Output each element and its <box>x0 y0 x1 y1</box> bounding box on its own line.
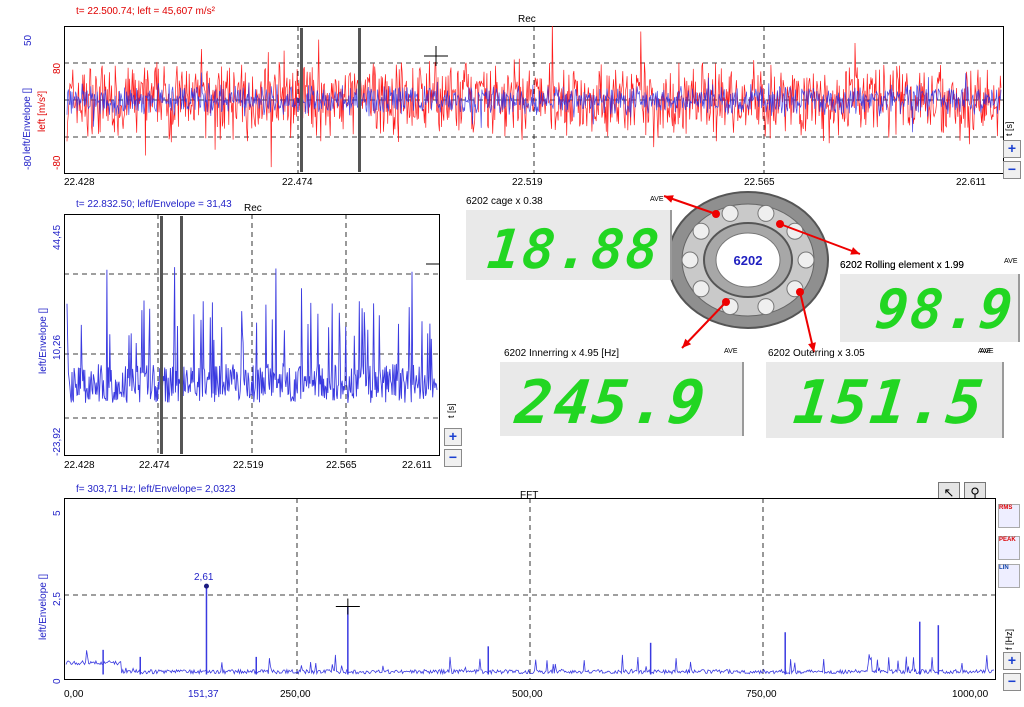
innerring-display: 245.9 <box>500 362 744 438</box>
fft-chart-panel: f= 303,71 Hz; left/Envelope= 2,0323 FFT … <box>0 480 1024 707</box>
bearing-arrow-line-2 <box>681 301 727 349</box>
mid-trigger-marker-0 <box>160 216 163 454</box>
mid-ylabel: left/Envelope [] <box>38 307 49 374</box>
top-axis-unit: t [s] <box>1004 121 1014 136</box>
fft-zoom-in-button[interactable]: + <box>1003 652 1021 670</box>
bearing-ball-5 <box>681 251 699 269</box>
mid-xtick-4: 22.611 <box>402 460 432 471</box>
bearing-label: 6202 <box>734 253 763 268</box>
fft-spectrum-series <box>65 650 995 676</box>
bearing-ball-7 <box>721 204 739 222</box>
fft-peak-label: 2,61 <box>194 572 214 583</box>
innerring-display-title: 6202 Innerring x 4.95 [Hz] <box>504 348 620 359</box>
mid-time-chart[interactable] <box>64 214 440 456</box>
outerring-display-ave: AVE <box>978 348 992 355</box>
top-time-chart[interactable] <box>64 26 1004 174</box>
rolling-element-display: 98.9 <box>840 274 1020 342</box>
rolling-element-display-value: 98.9 <box>872 278 1018 341</box>
top-trigger-marker-1 <box>358 28 361 172</box>
fft-ylabel: left/Envelope [] <box>38 573 49 640</box>
top-xtick-4: 22.611 <box>956 177 986 188</box>
peak-legend-icon[interactable]: PEAK <box>998 536 1020 560</box>
top-ylabel-blue: left/Envelope [] <box>22 87 33 154</box>
bearing-ball-4 <box>692 280 710 298</box>
mid-trigger-marker-1 <box>180 216 183 454</box>
mid-xtick-0: 22.428 <box>64 460 95 471</box>
fft-cursor-readout: f= 303,71 Hz; left/Envelope= 2,0323 <box>76 484 236 495</box>
cage-display: 18.88 <box>466 210 672 281</box>
mid-axis-unit: t [s] <box>446 403 456 418</box>
fft-axis-unit: f [Hz] <box>1004 628 1014 650</box>
mid-xtick-2: 22.519 <box>233 460 264 471</box>
mid-cursor-readout: t= 22.832.50; left/Envelope = 31,43 <box>76 199 232 210</box>
mid-zoom-out-button[interactable]: − <box>444 449 462 467</box>
fft-chart-title: FFT <box>520 490 539 501</box>
lin-legend-icon[interactable]: LIN <box>998 564 1020 588</box>
mid-ytick-max: 44,45 <box>52 224 63 250</box>
mid-zoom-in-button[interactable]: + <box>444 428 462 446</box>
fft-zoom-out-button[interactable]: − <box>1003 673 1021 691</box>
cage-display-ave: AVE <box>650 196 664 203</box>
cage-display-value: 18.88 <box>484 218 664 281</box>
outerring-display-title: 6202 Outerring x 3.05 <box>768 348 865 359</box>
top-ylabel-red: left [m/s²] <box>37 90 48 132</box>
top-ytick-red-max: 80 <box>52 62 63 74</box>
top-ytick-blue-max: 50 <box>23 34 34 46</box>
outerring-ave-2: AVE <box>980 348 994 355</box>
bearing-arrow-line-1 <box>779 223 861 255</box>
top-chart-title: Rec <box>518 14 536 25</box>
cage-display-title: 6202 cage x 0.38 <box>466 196 543 207</box>
mid-chart-title: Rec <box>244 203 262 214</box>
mid-xtick-3: 22.565 <box>326 460 357 471</box>
bearing-arrow-line-3 <box>799 291 815 353</box>
top-ytick-blue-min: -80 <box>23 155 34 170</box>
top-xtick-3: 22.565 <box>744 177 775 188</box>
mid-envelope-series <box>66 267 438 403</box>
fft-xtick-1: 250,00 <box>280 689 311 700</box>
fft-xtick-3: 750,00 <box>746 689 777 700</box>
bearing-arrow-line-0 <box>663 195 717 215</box>
top-ytick-red-min: -80 <box>52 155 63 170</box>
top-xtick-1: 22.474 <box>282 177 313 188</box>
top-zoom-out-button[interactable]: − <box>1003 161 1021 179</box>
outerring-display-value: 151.5 <box>790 368 989 438</box>
top-zoom-in-button[interactable]: + <box>1003 140 1021 158</box>
top-trigger-marker-0 <box>300 28 303 172</box>
rolling-element-display-ave: AVE <box>1004 258 1018 265</box>
mid-ytick-mid: 10,26 <box>52 334 63 360</box>
rms-legend-icon[interactable]: RMS <box>998 504 1020 528</box>
rolling-element-display-title-2: 6202 Rolling element x 1.99 <box>840 260 964 271</box>
bearing-ball-2 <box>757 298 775 316</box>
top-cursor-readout: t= 22.500.74; left = 45,607 m/s² <box>76 6 215 17</box>
fft-ytick-min: 0 <box>52 678 63 684</box>
fft-spectrum-chart[interactable] <box>64 498 996 680</box>
innerring-display-value: 245.9 <box>512 368 711 438</box>
mid-ytick-min: -23,92 <box>52 427 63 456</box>
top-xtick-0: 22.428 <box>64 177 95 188</box>
bearing-ball-6 <box>692 222 710 240</box>
top-series-1 <box>66 72 1002 133</box>
fft-xtick-2: 500,00 <box>512 689 543 700</box>
bearing-arrow-head-0 <box>664 195 674 203</box>
mid-chart-panel: t= 22.832.50; left/Envelope = 31,43 Rec … <box>0 194 462 480</box>
bearing-arrow-head-3 <box>808 342 816 352</box>
fft-xtick-4: 1000,00 <box>952 689 989 700</box>
top-chart-panel: t= 22.500.74; left = 45,607 m/s² Rec lef… <box>0 0 1024 192</box>
fft-peak-marker <box>203 583 209 589</box>
fft-ytick-max: 5 <box>52 510 63 516</box>
rolling-element-display-title: 6202 Rolling element x 1.99 <box>840 260 964 271</box>
bearing-diagram: 6202 <box>663 191 861 353</box>
top-xtick-2: 22.519 <box>512 177 543 188</box>
bearing-ball-8 <box>757 204 775 222</box>
bearing-arrow-head-2 <box>682 338 692 348</box>
outerring-display: 151.5 <box>766 362 1004 438</box>
innerring-display-ave: AVE <box>724 348 738 355</box>
bearing-arrow-head-1 <box>850 247 860 255</box>
fft-xtick-marker: 151,37 <box>188 689 219 700</box>
mid-xtick-1: 22.474 <box>139 460 170 471</box>
bearing-ball-0 <box>797 251 815 269</box>
bearing-bore <box>715 232 781 288</box>
fft-ytick-mid: 2,5 <box>52 592 63 606</box>
fft-xtick-0: 0,00 <box>64 689 84 700</box>
